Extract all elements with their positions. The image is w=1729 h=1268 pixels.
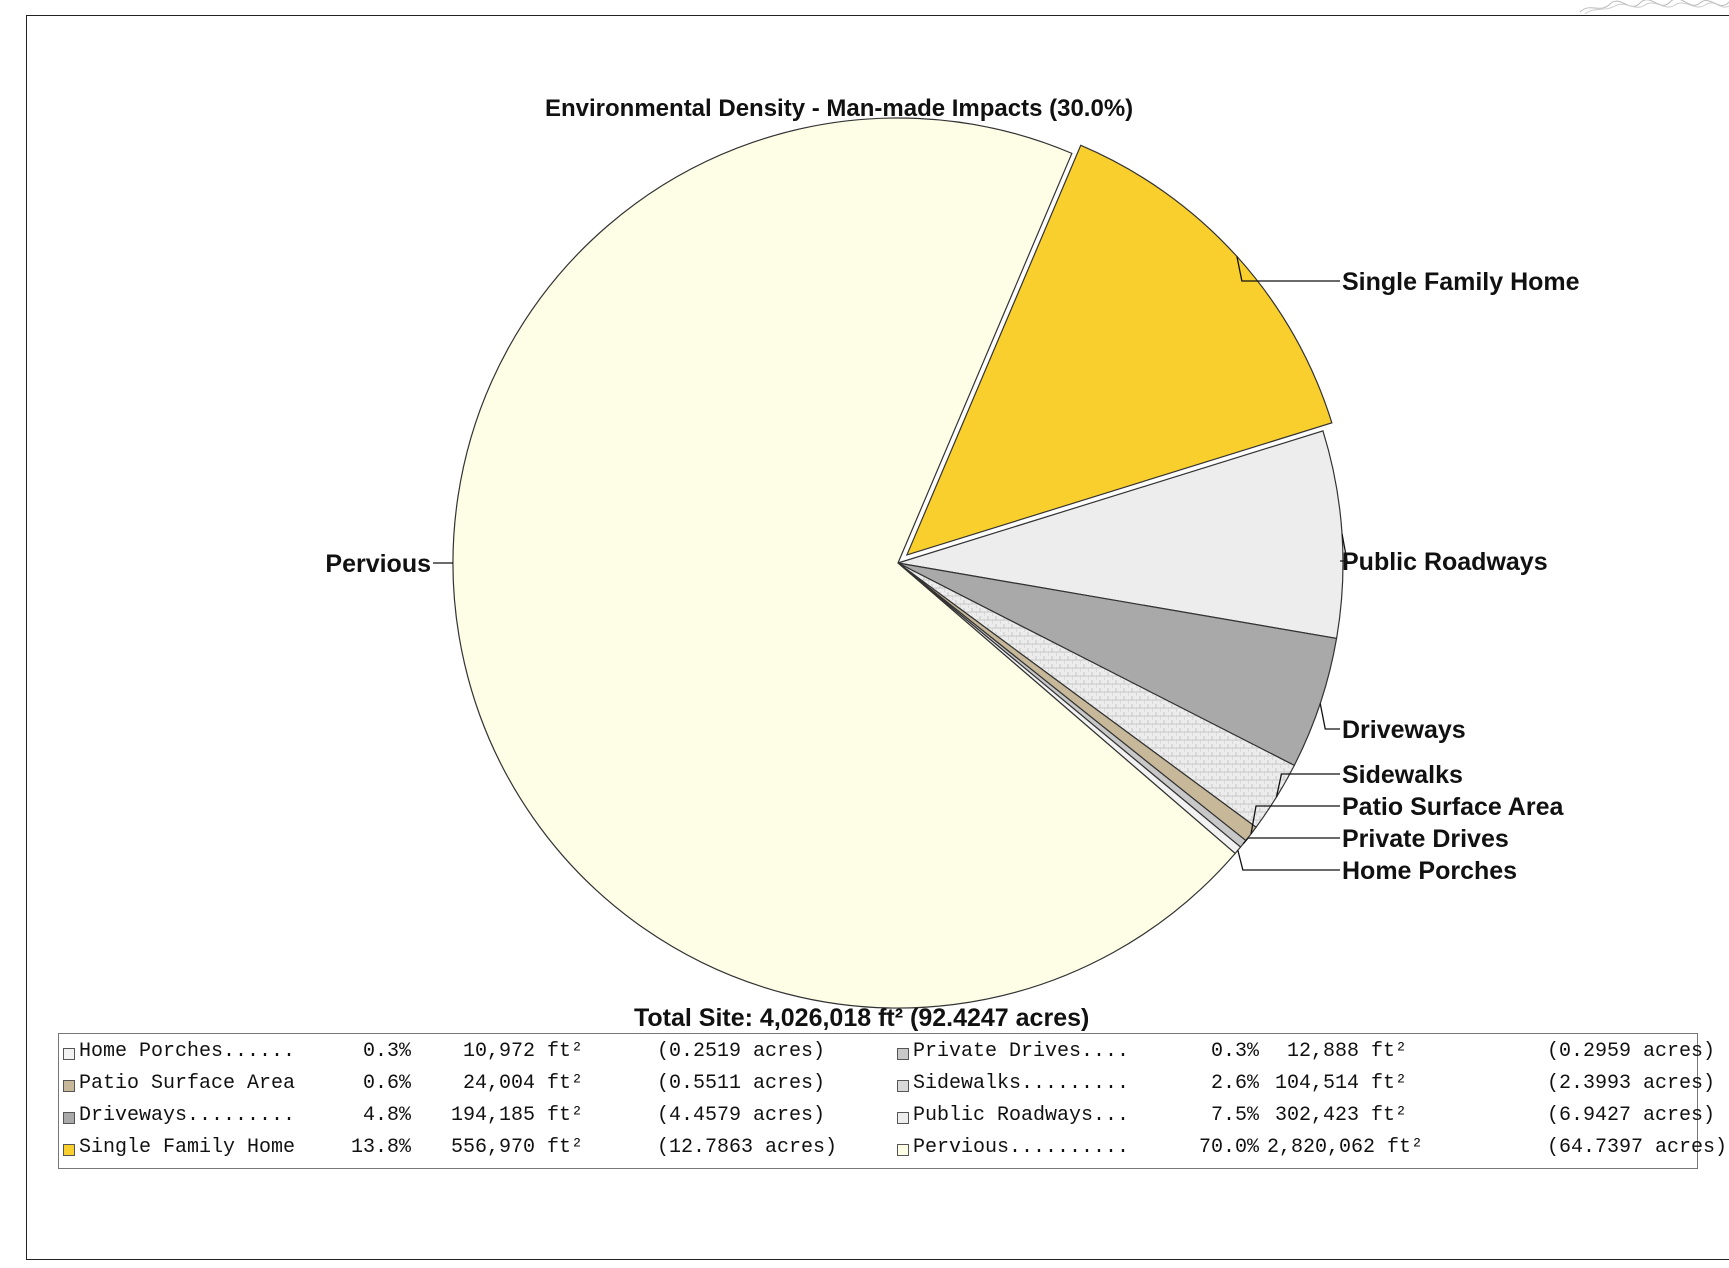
legend-swatch xyxy=(897,1080,909,1092)
legend-acres: (4.4579 acres) xyxy=(657,1104,826,1127)
legend-entry: Driveways......... 4.8% 194,185 ft² (4.4579… xyxy=(63,1104,863,1134)
legend-swatch xyxy=(897,1144,909,1156)
legend-swatch xyxy=(63,1112,75,1124)
legend-acres: (64.7397 acres) xyxy=(1547,1136,1728,1159)
slice-label-home-porches: Home Porches xyxy=(1342,857,1517,885)
legend-acres: (6.9427 acres) xyxy=(1547,1104,1716,1127)
decorative-scribble xyxy=(1580,0,1729,14)
legend-acres: (12.7863 acres) xyxy=(657,1136,838,1159)
slice-label-driveways: Driveways xyxy=(1342,716,1466,744)
legend-name: Home Porches...... xyxy=(79,1040,296,1063)
legend-acres: (0.2959 acres) xyxy=(1547,1040,1716,1063)
legend-swatch xyxy=(63,1144,75,1156)
legend-entry: Home Porches...... 0.3% 10,972 ft² (0.2519 … xyxy=(63,1040,863,1070)
slice-label-sidewalks: Sidewalks xyxy=(1342,761,1463,789)
legend-name: Single Family Home xyxy=(79,1136,296,1159)
legend-percent: 0.3% xyxy=(362,1040,411,1063)
pie-slice-pervious xyxy=(452,117,1236,1009)
legend-name: Patio Surface Area xyxy=(79,1072,296,1095)
legend-area: 104,514 ft² xyxy=(1274,1072,1407,1095)
legend-name: Sidewalks......... xyxy=(913,1072,1130,1095)
legend-area: 24,004 ft² xyxy=(462,1072,583,1095)
leader-line-single-family-home xyxy=(1236,256,1340,282)
legend-entry: Private Drives.... 0.3% 12,888 ft² (0.2959 … xyxy=(897,1040,1715,1070)
leader-line-private-drives xyxy=(1242,837,1340,845)
legend-swatch xyxy=(897,1048,909,1060)
chart-frame xyxy=(26,15,1729,1260)
pie-slice-single-family-home xyxy=(905,144,1333,556)
legend-entry: Sidewalks......... 2.6% 104,514 ft² (2.3993… xyxy=(897,1072,1715,1102)
legend-area: 2,820,062 ft² xyxy=(1267,1136,1424,1159)
legend-area: 194,185 ft² xyxy=(450,1104,583,1127)
legend-name: Driveways......... xyxy=(79,1104,296,1127)
legend-percent: 70.0% xyxy=(1199,1136,1260,1159)
legend-acres: (0.2519 acres) xyxy=(657,1040,826,1063)
legend-area: 302,423 ft² xyxy=(1274,1104,1407,1127)
legend-area: 556,970 ft² xyxy=(450,1136,583,1159)
legend-entry: Public Roadways... 7.5% 302,423 ft² (6.9427… xyxy=(897,1104,1715,1134)
legend-name: Private Drives.... xyxy=(913,1040,1130,1063)
legend-percent: 2.6% xyxy=(1210,1072,1259,1095)
slice-label-public-roadways: Public Roadways xyxy=(1342,548,1548,576)
legend-swatch xyxy=(897,1112,909,1124)
legend-name: Public Roadways... xyxy=(913,1104,1130,1127)
legend-percent: 4.8% xyxy=(362,1104,411,1127)
leader-line-public-roadways xyxy=(1340,533,1348,562)
legend-acres: (2.3993 acres) xyxy=(1547,1072,1716,1095)
legend-percent: 7.5% xyxy=(1210,1104,1259,1127)
slice-label-pervious: Pervious xyxy=(325,550,431,578)
leader-line-home-porches xyxy=(1237,850,1340,871)
slice-label-single-family-home: Single Family Home xyxy=(1342,268,1580,296)
legend-percent: 13.8% xyxy=(351,1136,412,1159)
legend: Home Porches...... 0.3% 10,972 ft² (0.2519 … xyxy=(58,1033,1727,1169)
leader-line-driveways xyxy=(1319,703,1340,730)
legend-percent: 0.6% xyxy=(362,1072,411,1095)
total-site: Total Site: 4,026,018 ft² (92.4247 acres… xyxy=(634,1004,1090,1032)
legend-entry: Single Family Home 13.8% 556,970 ft² (12.78… xyxy=(63,1136,863,1166)
legend-swatch xyxy=(63,1048,75,1060)
legend-percent: 0.3% xyxy=(1210,1040,1259,1063)
legend-entry: Patio Surface Area 0.6% 24,004 ft² (0.5511 … xyxy=(63,1072,863,1102)
leader-line-sidewalks xyxy=(1275,773,1340,798)
leader-line-patio-surface-area xyxy=(1250,805,1340,835)
legend-entry: Pervious.......... 70.0% 2,820,062 ft² (64.… xyxy=(897,1136,1727,1166)
legend-name: Pervious.......... xyxy=(913,1136,1130,1159)
legend-area: 12,888 ft² xyxy=(1286,1040,1407,1063)
legend-acres: (0.5511 acres) xyxy=(657,1072,826,1095)
slice-label-private-drives: Private Drives xyxy=(1342,825,1509,853)
slice-label-patio-surface-area: Patio Surface Area xyxy=(1342,793,1564,821)
legend-area: 10,972 ft² xyxy=(462,1040,583,1063)
legend-swatch xyxy=(63,1080,75,1092)
